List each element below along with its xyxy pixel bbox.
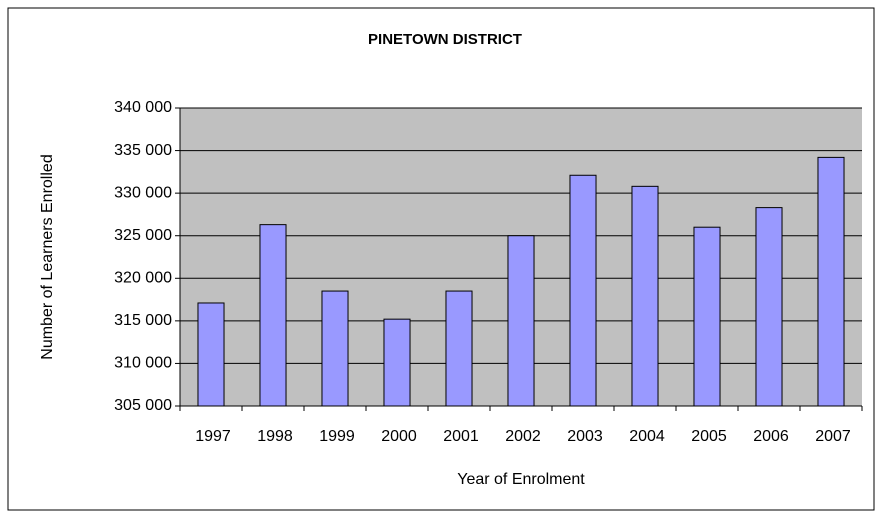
y-tick-label: 305 000 <box>114 397 172 414</box>
x-tick-label: 2003 <box>567 428 603 445</box>
y-tick-label: 325 000 <box>114 227 172 244</box>
y-tick-label: 330 000 <box>114 184 172 201</box>
bar <box>321 290 349 407</box>
y-tick-label: 340 000 <box>114 99 172 116</box>
bar <box>383 318 411 407</box>
x-tick-label: 1998 <box>257 428 293 445</box>
bar <box>755 207 783 407</box>
bar <box>693 226 721 407</box>
y-tick-label: 310 000 <box>114 355 172 372</box>
x-tick-label: 2006 <box>753 428 789 445</box>
bar <box>507 235 535 407</box>
x-tick-label: 2001 <box>443 428 479 445</box>
x-tick-label: 2007 <box>815 428 851 445</box>
bar <box>631 185 659 407</box>
x-tick-label: 2002 <box>505 428 541 445</box>
bar <box>445 290 473 407</box>
x-tick-label: 1997 <box>195 428 231 445</box>
y-tick-label: 315 000 <box>114 312 172 329</box>
bar <box>817 156 845 407</box>
x-tick-label: 2005 <box>691 428 727 445</box>
y-tick-label: 335 000 <box>114 142 172 159</box>
x-axis-title: Year of Enrolment <box>457 471 585 488</box>
y-axis-title: Number of Learners Enrolled <box>39 154 56 359</box>
bar <box>259 224 287 407</box>
bar <box>197 302 225 407</box>
chart-title: PINETOWN DISTRICT <box>368 31 522 48</box>
x-tick-label: 2004 <box>629 428 665 445</box>
bar <box>569 174 597 407</box>
y-tick-label: 320 000 <box>114 270 172 287</box>
x-tick-label: 2000 <box>381 428 417 445</box>
x-tick-label: 1999 <box>319 428 355 445</box>
